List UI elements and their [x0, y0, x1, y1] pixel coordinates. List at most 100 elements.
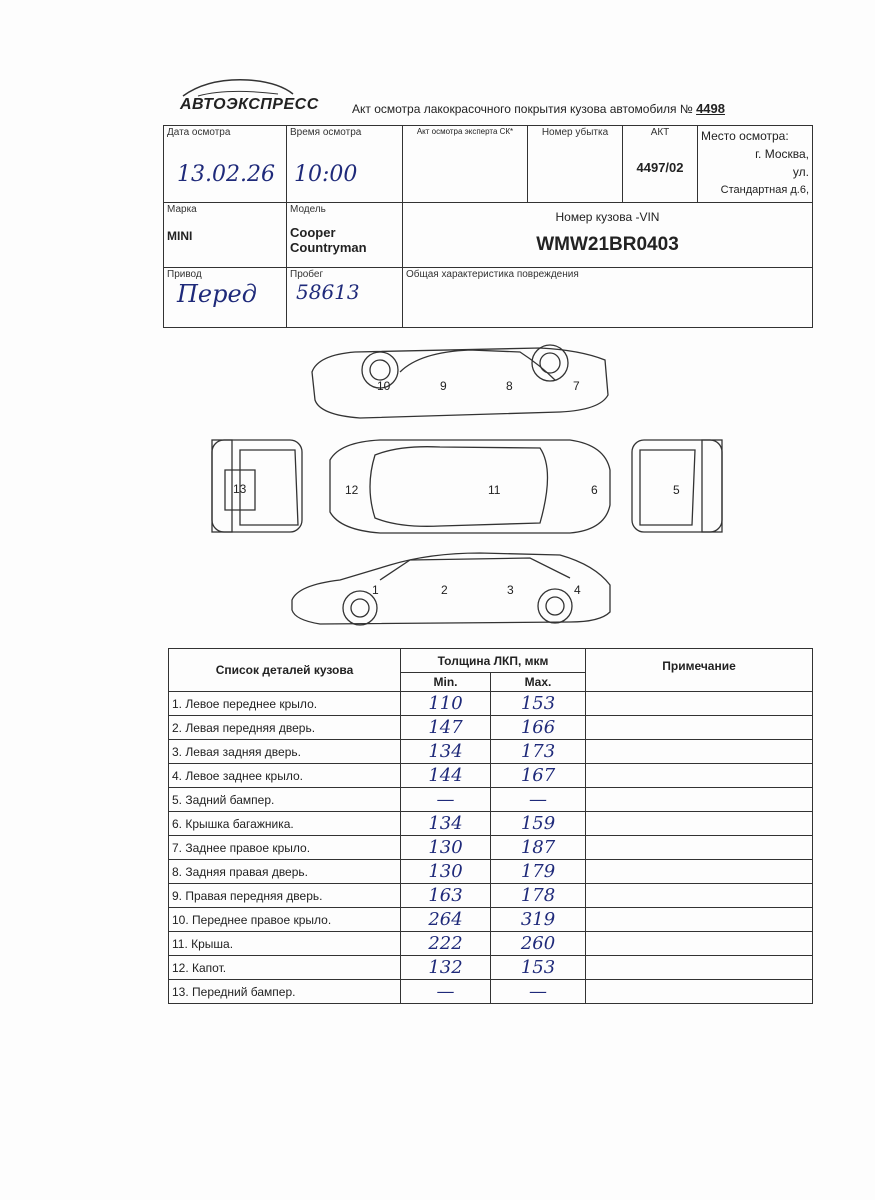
min-value: 132	[400, 955, 491, 980]
max-value: —	[490, 979, 586, 1004]
part-name: 6. Крышка багажника.	[168, 811, 401, 836]
damage-label: Общая характеристика повреждения	[406, 269, 579, 280]
mileage-cell: Пробег 58613	[286, 267, 403, 328]
table-row: 9. Правая передняя дверь. 163 178	[168, 883, 813, 908]
col-min-header: Min.	[400, 672, 491, 692]
max-value: 153	[490, 955, 586, 980]
part-name: 8. Задняя правая дверь.	[168, 859, 401, 884]
min-value: 110	[400, 691, 491, 716]
drive-cell: Привод Перед	[163, 267, 287, 328]
brand-value: MINI	[167, 229, 193, 243]
part-label-3: 3	[507, 583, 514, 597]
part-name: 1. Левое переднее крыло.	[168, 691, 401, 716]
min-value: 163	[400, 883, 491, 908]
mileage-value: 58613	[296, 280, 360, 304]
part-label-10: 10	[377, 379, 391, 393]
akt-label: АКТ	[650, 127, 670, 138]
note-cell	[585, 787, 813, 812]
min-value: 147	[400, 715, 491, 740]
mileage-label: Пробег	[290, 269, 324, 280]
part-name: 7. Заднее правое крыло.	[168, 835, 401, 860]
max-value: 159	[490, 811, 586, 836]
max-value: 153	[490, 691, 586, 716]
model-label: Модель	[290, 204, 326, 215]
min-value: 264	[400, 907, 491, 932]
table-row: 13. Передний бампер. — —	[168, 979, 813, 1004]
min-value: 130	[400, 859, 491, 884]
col-thickness-header: Толщина ЛКП, мкм	[400, 648, 586, 673]
brand-cell: Марка MINI	[163, 202, 287, 268]
car-right-side-view	[311, 344, 609, 419]
part-name: 2. Левая передняя дверь.	[168, 715, 401, 740]
table-row: 4. Левое заднее крыло. 144 167	[168, 763, 813, 788]
note-cell	[585, 763, 813, 788]
max-value: 260	[490, 931, 586, 956]
max-value: 173	[490, 739, 586, 764]
note-cell	[585, 715, 813, 740]
part-label-7: 7	[573, 379, 580, 393]
car-rear-view	[631, 439, 723, 533]
drive-value: Перед	[177, 280, 257, 308]
logo-text: АВТОЭКСПРЕСС	[180, 96, 319, 113]
car-top-view	[329, 439, 611, 534]
car-left-side-view	[291, 552, 611, 626]
min-value: 222	[400, 931, 491, 956]
model-value-2: Countryman	[290, 240, 367, 255]
part-label-9: 9	[440, 379, 447, 393]
time-value: 10:00	[294, 162, 358, 187]
date-label: Дата осмотра	[167, 127, 231, 138]
note-cell	[585, 955, 813, 980]
part-name: 10. Переднее правое крыло.	[168, 907, 401, 932]
logo-car-icon	[182, 79, 294, 97]
part-label-13: 13	[233, 482, 247, 496]
part-name: 11. Крыша.	[168, 931, 401, 956]
col-note-header: Примечание	[585, 648, 813, 692]
table-row: 5. Задний бампер. — —	[168, 787, 813, 812]
max-value: 178	[490, 883, 586, 908]
note-cell	[585, 907, 813, 932]
note-cell	[585, 931, 813, 956]
table-row: 11. Крыша. 222 260	[168, 931, 813, 956]
paint-thickness-table: Список деталей кузова Толщина ЛКП, мкм При…	[168, 648, 813, 1004]
header-table: Дата осмотра 13.02.26 Время осмотра 10:00 …	[163, 125, 813, 328]
max-value: 187	[490, 835, 586, 860]
akt-value: 4497/02	[636, 160, 684, 175]
model-value-1: Cooper	[290, 225, 336, 240]
note-cell	[585, 883, 813, 908]
max-value: 319	[490, 907, 586, 932]
damage-cell: Общая характеристика повреждения	[402, 267, 813, 328]
part-label-5: 5	[673, 483, 680, 497]
min-value: 134	[400, 811, 491, 836]
note-cell	[585, 691, 813, 716]
col-max-header: Max.	[490, 672, 586, 692]
table-row: 3. Левая задняя дверь. 134 173	[168, 739, 813, 764]
table-row: 6. Крышка багажника. 134 159	[168, 811, 813, 836]
vin-label: Номер кузова -VIN	[555, 210, 660, 224]
part-name: 4. Левое заднее крыло.	[168, 763, 401, 788]
table-row: 7. Заднее правое крыло. 130 187	[168, 835, 813, 860]
table-row: 8. Задняя правая дверь. 130 179	[168, 859, 813, 884]
car-front-view	[211, 439, 303, 533]
vin-value: WMW21BR0403	[536, 234, 679, 255]
place-city: г. Москва,	[755, 147, 809, 161]
date-value: 13.02.26	[177, 162, 275, 187]
note-cell	[585, 739, 813, 764]
note-cell	[585, 811, 813, 836]
min-value: 134	[400, 739, 491, 764]
part-label-8: 8	[506, 379, 513, 393]
akt-cell: АКТ 4497/02	[622, 125, 698, 203]
loss-label: Номер убытка	[541, 127, 609, 138]
place-street: Стандартная д.6,	[720, 184, 809, 196]
brand-label: Марка	[167, 204, 197, 215]
expert-label: Акт осмотра эксперта СК*	[416, 127, 514, 136]
title-text: Акт осмотра лакокрасочного покрытия кузо…	[352, 102, 693, 116]
note-cell	[585, 979, 813, 1004]
time-label: Время осмотра	[290, 127, 362, 138]
max-value: 167	[490, 763, 586, 788]
place-label: Место осмотра:	[701, 129, 789, 143]
model-cell: Модель Cooper Countryman	[286, 202, 403, 268]
table-row: 10. Переднее правое крыло. 264 319	[168, 907, 813, 932]
min-value: 144	[400, 763, 491, 788]
min-value: 130	[400, 835, 491, 860]
